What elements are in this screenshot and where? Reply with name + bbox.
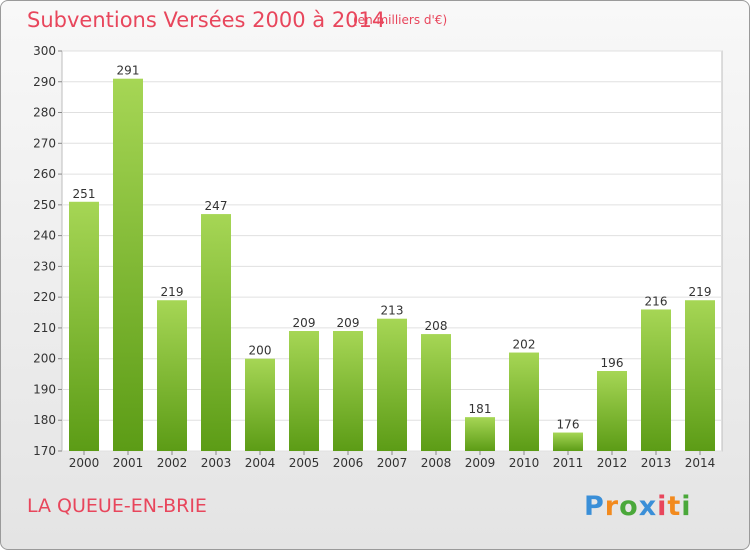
y-tick-label: 250	[33, 198, 56, 212]
bar-2005	[289, 331, 319, 451]
bar-2011	[553, 432, 583, 451]
data-label-2000: 251	[73, 187, 96, 201]
y-axis: 170 180 190 200 210 220 230 240 250 260 270 280 290 3…	[33, 44, 62, 458]
data-label-2009: 181	[469, 402, 492, 416]
x-tick-label-2010: 2010	[509, 456, 540, 470]
data-label-2005: 209	[293, 316, 316, 330]
bar-2012	[597, 371, 627, 451]
data-label-2010: 202	[513, 338, 536, 352]
data-label-2001: 291	[117, 64, 140, 78]
x-tick-label-2014: 2014	[685, 456, 716, 470]
x-tick-label-2006: 2006	[333, 456, 364, 470]
x-tick-label-2004: 2004	[245, 456, 276, 470]
y-tick-label: 220	[33, 290, 56, 304]
commune-name: LA QUEUE-EN-BRIE	[27, 495, 207, 517]
logo-letter: t	[667, 491, 682, 522]
y-tick-label: 180	[33, 413, 56, 427]
data-label-2002: 219	[161, 285, 184, 299]
bar-2006	[333, 331, 363, 451]
chart-subtitle: (en milliers d'€)	[353, 13, 448, 27]
x-tick-label-2008: 2008	[421, 456, 452, 470]
x-tick-label-2002: 2002	[157, 456, 188, 470]
y-tick-label: 200	[33, 352, 56, 366]
y-tick-label: 230	[33, 259, 56, 273]
logo-letter: x	[638, 491, 658, 522]
data-label-2004: 200	[249, 344, 272, 358]
y-tick-label: 240	[33, 229, 56, 243]
bar-2008	[421, 334, 451, 451]
bar-2007	[377, 318, 407, 451]
bar-2002	[157, 300, 187, 451]
logo-letter: i	[681, 491, 692, 522]
bars: 251 291 219 247 200 209 209 213 208 181 202 176 196 2…	[69, 64, 715, 451]
data-label-2013: 216	[645, 294, 668, 308]
x-tick-label-2012: 2012	[597, 456, 628, 470]
x-tick-label-2011: 2011	[553, 456, 584, 470]
data-label-2012: 196	[601, 356, 624, 370]
data-label-2014: 219	[689, 285, 712, 299]
proxiti-logo[interactable]: Proxiti	[584, 491, 692, 522]
x-axis: 2000 2001 2002 2003 2004 2005 2006 2007 2008 2009…	[69, 451, 716, 470]
y-tick-label: 170	[33, 444, 56, 458]
bar-2009	[465, 417, 495, 451]
logo-letter: r	[604, 491, 620, 522]
x-tick-label-2013: 2013	[641, 456, 672, 470]
bar-2014	[685, 300, 715, 451]
y-tick-label: 190	[33, 382, 56, 396]
data-label-2008: 208	[425, 319, 448, 333]
bar-2013	[641, 309, 671, 451]
bar-2010	[509, 352, 539, 451]
x-tick-label-2005: 2005	[289, 456, 320, 470]
data-label-2007: 213	[381, 304, 404, 318]
y-tick-label: 210	[33, 321, 56, 335]
logo-letter: P	[584, 491, 605, 522]
x-tick-label-2003: 2003	[201, 456, 232, 470]
y-tick-label: 290	[33, 75, 56, 89]
data-label-2006: 209	[337, 316, 360, 330]
y-tick-label: 300	[33, 44, 56, 58]
bar-2001	[113, 78, 143, 451]
bar-2003	[201, 214, 231, 451]
x-tick-label-2007: 2007	[377, 456, 408, 470]
y-tick-label: 280	[33, 106, 56, 120]
logo-letter: o	[619, 491, 639, 522]
data-label-2011: 176	[557, 418, 580, 432]
x-tick-label-2001: 2001	[113, 456, 144, 470]
bar-2004	[245, 358, 275, 451]
chart-title: Subventions Versées 2000 à 2014	[27, 8, 386, 32]
y-tick-label: 260	[33, 167, 56, 181]
y-tick-label: 270	[33, 136, 56, 150]
x-tick-label-2000: 2000	[69, 456, 100, 470]
bar-2000	[69, 201, 99, 451]
x-tick-label-2009: 2009	[465, 456, 496, 470]
data-label-2003: 247	[205, 199, 228, 213]
logo-letter: i	[657, 491, 668, 522]
